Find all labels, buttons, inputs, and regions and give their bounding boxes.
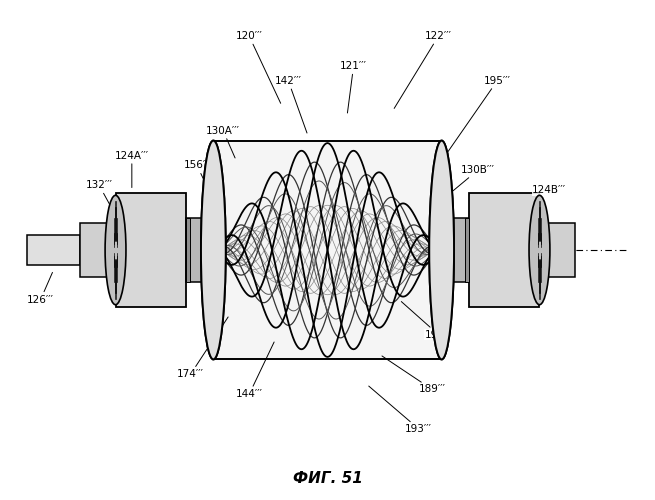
Text: 189′′′: 189′′′ <box>382 356 445 394</box>
Text: 121′′′: 121′′′ <box>340 61 367 113</box>
FancyBboxPatch shape <box>186 218 214 282</box>
Ellipse shape <box>201 140 226 360</box>
Text: 132′′′: 132′′′ <box>86 180 114 213</box>
FancyBboxPatch shape <box>28 235 80 265</box>
Text: 124B′′′: 124B′′′ <box>533 186 567 198</box>
FancyBboxPatch shape <box>540 222 575 278</box>
Text: 124A′′′: 124A′′′ <box>115 150 149 188</box>
Ellipse shape <box>429 140 454 360</box>
Ellipse shape <box>201 140 226 360</box>
Text: 122′′′: 122′′′ <box>394 31 452 108</box>
Ellipse shape <box>429 140 454 360</box>
FancyBboxPatch shape <box>441 218 469 282</box>
Ellipse shape <box>105 196 126 304</box>
FancyBboxPatch shape <box>80 222 115 278</box>
Text: 193′′′: 193′′′ <box>369 386 432 434</box>
FancyBboxPatch shape <box>214 140 441 360</box>
FancyBboxPatch shape <box>186 218 190 282</box>
Text: 144′′′: 144′′′ <box>236 342 274 399</box>
Text: ФИГ. 51: ФИГ. 51 <box>293 471 362 486</box>
Text: 156′′′: 156′′′ <box>183 160 212 198</box>
Text: 191′′′: 191′′′ <box>402 302 452 340</box>
Text: 195′′′: 195′′′ <box>440 76 511 163</box>
Text: 126′′′: 126′′′ <box>27 272 54 304</box>
Text: 174′′′: 174′′′ <box>177 317 228 380</box>
FancyBboxPatch shape <box>115 193 186 307</box>
Text: 142′′′: 142′′′ <box>275 76 307 133</box>
Text: 120′′′: 120′′′ <box>236 31 280 104</box>
Text: 130A′′′: 130A′′′ <box>206 126 240 158</box>
FancyBboxPatch shape <box>469 193 540 307</box>
FancyBboxPatch shape <box>465 218 469 282</box>
Text: 130B′′′: 130B′′′ <box>444 166 495 198</box>
Ellipse shape <box>529 196 550 304</box>
